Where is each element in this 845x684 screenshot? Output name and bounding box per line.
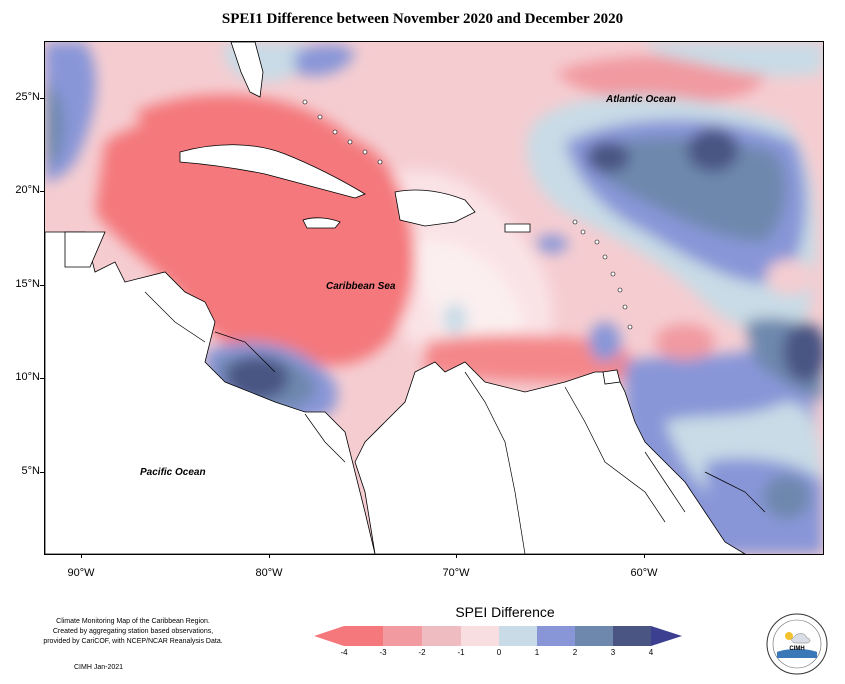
- legend-title: SPEI Difference: [455, 604, 555, 620]
- lon-label-90w: 90°W: [67, 567, 95, 579]
- small-islands: [302, 99, 633, 330]
- lat-label-25n: 25°N: [15, 91, 40, 103]
- lon-label-70w: 70°W: [442, 567, 470, 579]
- lat-tick: [40, 191, 44, 192]
- legend-label: -3: [379, 648, 387, 657]
- credit-date: CIMH Jan-2021: [74, 664, 124, 671]
- lat-label-10n: 10°N: [15, 371, 40, 383]
- cimh-logo-icon: CIMH: [766, 613, 828, 675]
- lat-label-15n: 15°N: [15, 278, 40, 290]
- color-bar-segment: [422, 626, 461, 646]
- legend-label: -1: [457, 648, 465, 657]
- lat-tick: [40, 285, 44, 286]
- lon-tick: [456, 554, 457, 558]
- legend-label: -2: [418, 648, 426, 657]
- credit-line-3: provided by CariCOF, with NCEP/NCAR Rean…: [43, 638, 223, 645]
- color-bar-segment: [613, 626, 651, 646]
- legend-label: 0: [496, 648, 502, 657]
- lon-tick: [81, 554, 82, 558]
- legend-label: 3: [610, 648, 616, 657]
- color-bar-max-arrow: [651, 626, 682, 646]
- lat-tick: [40, 472, 44, 473]
- lat-label-5n: 5°N: [21, 465, 40, 477]
- credit-line-2: Created by aggregating station based obs…: [52, 628, 214, 635]
- lat-tick: [40, 98, 44, 99]
- color-bar-segment: [575, 626, 613, 646]
- color-bar-segment: [537, 626, 575, 646]
- color-bar-segment: [344, 626, 383, 646]
- lon-label-80w: 80°W: [255, 567, 283, 579]
- color-bar: [314, 626, 682, 646]
- legend-label: 2: [572, 648, 578, 657]
- color-bar-segment: [461, 626, 499, 646]
- country-borders: [144, 291, 766, 554]
- legend-label: 1: [534, 648, 540, 657]
- lat-tick: [40, 378, 44, 379]
- land-masses: [45, 42, 746, 554]
- legend-label: 4: [648, 648, 654, 657]
- logo-text: CIMH: [789, 646, 804, 652]
- atlantic-ocean-label: Atlantic Ocean: [606, 94, 677, 105]
- map-title: SPEI1 Difference between November 2020 a…: [221, 11, 624, 27]
- lon-tick: [269, 554, 270, 558]
- pacific-ocean-label: Pacific Ocean: [140, 467, 206, 478]
- map-panel: [44, 41, 824, 555]
- color-bar-segment: [383, 626, 422, 646]
- credit-text: Climate Monitoring Map of the Caribbean …: [28, 617, 238, 647]
- credit-line-1: Climate Monitoring Map of the Caribbean …: [56, 618, 210, 625]
- lon-tick: [644, 554, 645, 558]
- lon-label-60w: 60°W: [630, 567, 658, 579]
- lat-label-20n: 20°N: [15, 184, 40, 196]
- spei-map-field: [45, 42, 823, 554]
- color-bar-min-arrow: [314, 626, 344, 646]
- color-bar-segment: [499, 626, 537, 646]
- caribbean-sea-label: Caribbean Sea: [326, 281, 396, 292]
- legend-label: -4: [340, 648, 348, 657]
